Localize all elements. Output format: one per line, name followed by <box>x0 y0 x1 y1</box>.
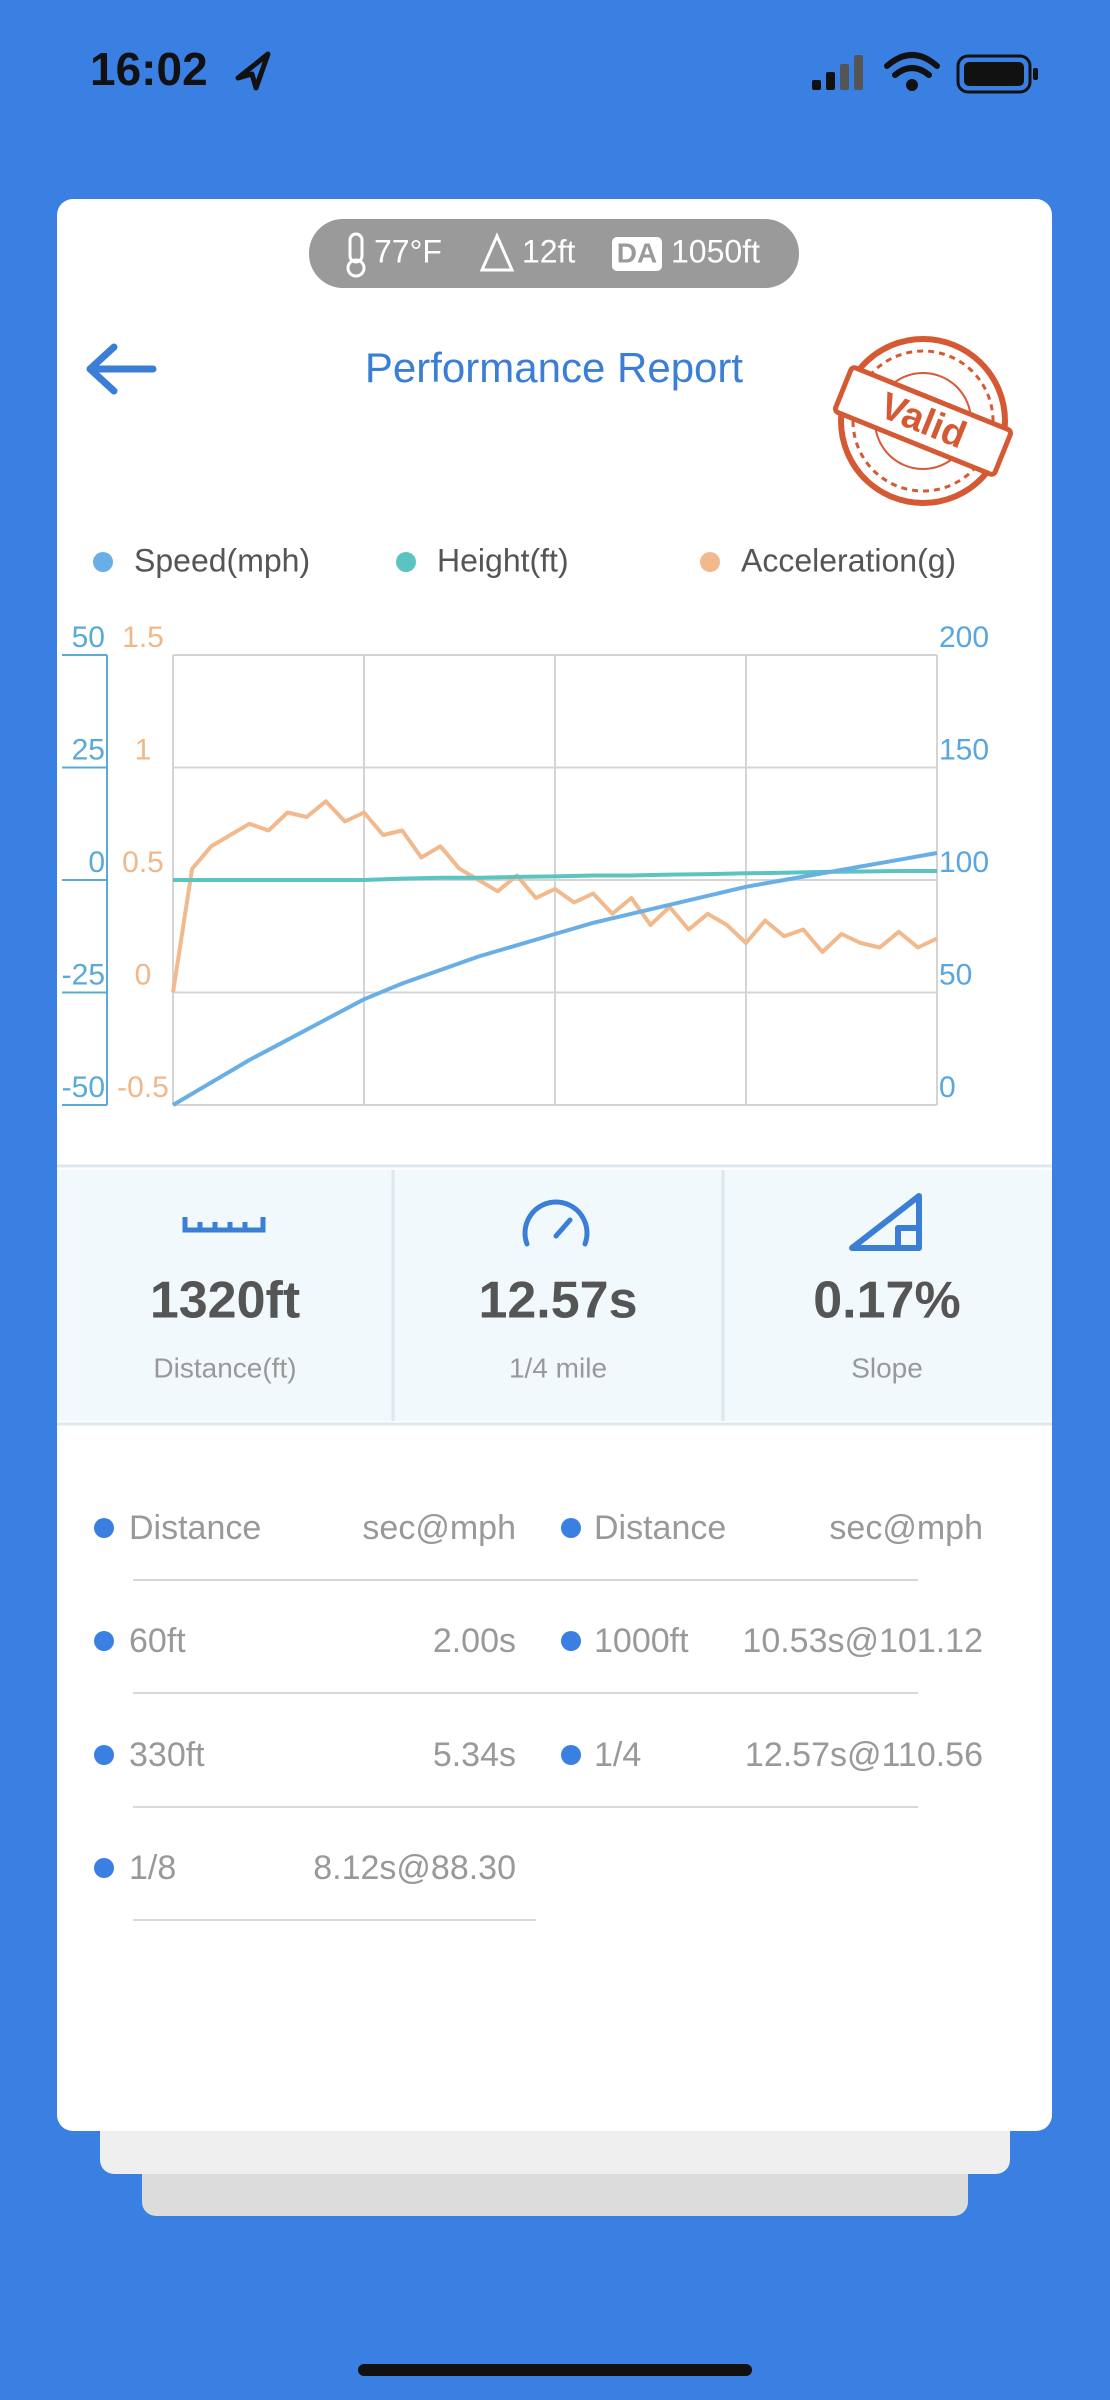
temperature: 77°F <box>374 233 442 269</box>
legend-label: Height(ft) <box>437 542 569 578</box>
conditions-pill <box>309 219 799 288</box>
slope-icon <box>849 1193 922 1251</box>
series-line <box>173 869 937 882</box>
split-time: sec@mph <box>829 1509 983 1547</box>
thermometer-icon <box>346 232 366 278</box>
altitude-icon <box>479 232 515 272</box>
stats-panel <box>57 1170 1052 1421</box>
split-time: 8.12s@88.30 <box>313 1849 516 1887</box>
stat-value: 0.17% <box>813 1272 960 1330</box>
split-distance: 330ft <box>129 1736 205 1774</box>
split-dot <box>94 1858 114 1878</box>
y2-tick-label: 50 <box>939 958 972 991</box>
legend-dot <box>93 552 113 572</box>
split-time: 10.53s@101.12 <box>742 1622 983 1660</box>
y-tick-label: 0 <box>88 846 105 879</box>
status-time: 16:02 <box>90 43 208 95</box>
split-dot <box>94 1518 114 1538</box>
split-distance: Distance <box>594 1509 726 1547</box>
split-dot <box>561 1631 581 1651</box>
y3-tick-label: 0 <box>135 958 152 991</box>
y3-tick-label: 1 <box>135 733 152 766</box>
y3-tick-label: 0.5 <box>122 846 164 879</box>
split-dot <box>94 1745 114 1765</box>
split-distance: Distance <box>129 1509 261 1547</box>
legend-dot <box>700 552 720 572</box>
split-time: sec@mph <box>362 1509 516 1547</box>
y3-tick-label: -0.5 <box>117 1071 169 1104</box>
home-indicator <box>358 2364 752 2376</box>
stat-label: 1/4 mile <box>509 1352 607 1383</box>
y2-tick-label: 200 <box>939 621 989 654</box>
y2-tick-label: 150 <box>939 733 989 766</box>
density-altitude: 1050ft <box>671 233 760 269</box>
split-distance: 1/4 <box>594 1736 641 1774</box>
split-time: 12.57s@110.56 <box>745 1736 983 1774</box>
y2-tick-label: 100 <box>939 846 989 879</box>
split-dot <box>94 1631 114 1651</box>
stat-label: Slope <box>851 1352 923 1383</box>
split-dot <box>561 1745 581 1765</box>
legend-label: Acceleration(g) <box>741 542 956 578</box>
split-distance: 60ft <box>129 1622 186 1660</box>
back-button[interactable] <box>86 343 157 395</box>
y-tick-label: 25 <box>72 733 105 766</box>
y3-tick-label: 1.5 <box>122 621 164 654</box>
da-badge-text: DA <box>617 237 657 268</box>
series-line <box>171 851 938 1107</box>
page-title: Performance Report <box>365 344 743 391</box>
split-distance: 1/8 <box>129 1849 176 1887</box>
split-dot <box>561 1518 581 1538</box>
gauge-icon <box>522 1199 590 1247</box>
ruler-icon <box>182 1217 266 1233</box>
y-tick-label: -25 <box>62 958 105 991</box>
y-tick-label: -50 <box>62 1071 105 1104</box>
battery-icon <box>956 54 1038 94</box>
signal-icon <box>812 55 863 90</box>
y2-tick-label: 0 <box>939 1071 956 1104</box>
y-tick-label: 50 <box>72 621 105 654</box>
wifi-icon <box>884 52 940 91</box>
split-time: 2.00s <box>433 1622 516 1660</box>
stat-value: 12.57s <box>478 1272 637 1330</box>
location-icon <box>235 51 271 91</box>
altitude: 12ft <box>522 233 575 269</box>
legend-dot <box>396 552 416 572</box>
stat-value: 1320ft <box>150 1272 300 1330</box>
series-line <box>171 799 938 993</box>
da-badge <box>612 237 662 271</box>
split-time: 5.34s <box>433 1736 516 1774</box>
legend-label: Speed(mph) <box>134 542 310 578</box>
stat-label: Distance(ft) <box>153 1352 296 1383</box>
split-distance: 1000ft <box>594 1622 689 1660</box>
